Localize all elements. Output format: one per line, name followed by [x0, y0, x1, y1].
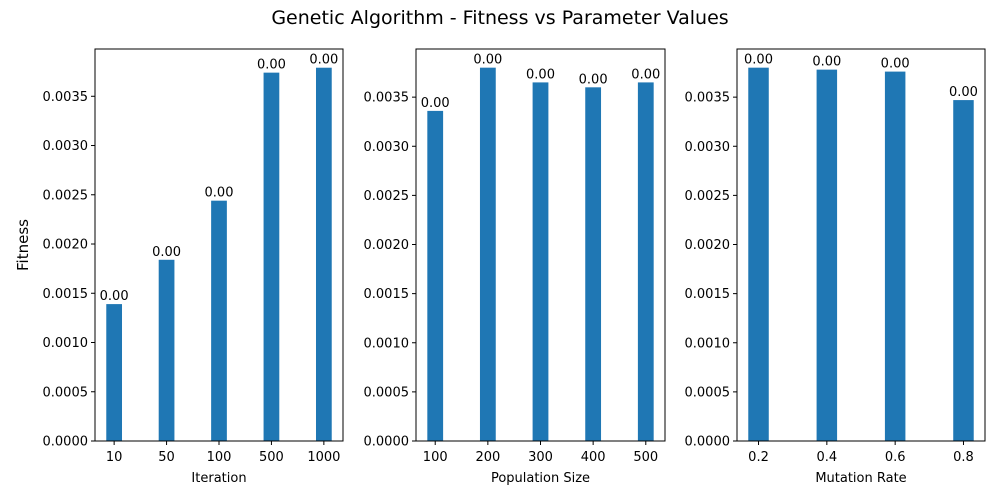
- bar-data-label: 0.00: [631, 67, 660, 82]
- x-tick-label: 100: [423, 450, 448, 465]
- bar-0.6: [884, 71, 906, 441]
- x-axis-label: Iteration: [191, 471, 246, 486]
- x-tick-label: 0.8: [953, 450, 974, 465]
- bar-data-label: 0.00: [579, 72, 608, 87]
- bar-data-label: 0.00: [812, 55, 841, 70]
- y-tick-label: 0.0010: [43, 336, 89, 351]
- x-tick-label: 0.2: [748, 450, 769, 465]
- y-tick-label: 0.0020: [685, 238, 731, 253]
- bar-0.4: [816, 69, 838, 441]
- bar-data-label: 0.00: [881, 57, 910, 72]
- y-tick-label: 0.0035: [685, 91, 731, 106]
- bar-100: [211, 200, 227, 441]
- bar-500: [263, 72, 280, 442]
- bar-data-label: 0.00: [473, 53, 502, 68]
- y-tick-label: 0.0035: [43, 90, 89, 105]
- bar-data-label: 0.00: [309, 53, 338, 68]
- bar-1000: [315, 67, 332, 442]
- bar-10: [106, 304, 123, 441]
- y-tick-label: 0.0000: [43, 435, 89, 450]
- x-axis-label: Population Size: [491, 471, 590, 486]
- y-tick-label: 0.0025: [685, 189, 731, 204]
- x-tick-label: 300: [528, 450, 553, 465]
- bar-data-label: 0.00: [421, 96, 450, 111]
- y-tick-label: 0.0000: [685, 435, 731, 450]
- y-tick-label: 0.0015: [43, 287, 89, 302]
- x-tick-label: 100: [207, 450, 232, 465]
- x-tick-label: 0.6: [885, 450, 906, 465]
- y-axis-label: Fitness: [14, 219, 32, 271]
- y-tick-label: 0.0025: [43, 188, 89, 203]
- bar-data-label: 0.00: [744, 53, 773, 68]
- y-tick-label: 0.0020: [43, 238, 89, 253]
- y-tick-label: 0.0030: [43, 139, 89, 154]
- bar-data-label: 0.00: [205, 186, 234, 201]
- x-tick-label: 50: [158, 450, 175, 465]
- bar-data-label: 0.00: [100, 289, 129, 304]
- x-tick-label: 0.4: [816, 450, 837, 465]
- y-tick-label: 0.0025: [364, 189, 410, 204]
- bar-data-label: 0.00: [526, 67, 555, 82]
- bar-data-label: 0.00: [152, 245, 181, 260]
- bar-50: [158, 259, 175, 441]
- bar-300: [532, 82, 549, 442]
- bar-data-label: 0.00: [257, 58, 286, 73]
- y-tick-label: 0.0010: [364, 336, 410, 351]
- y-tick-label: 0.0005: [364, 385, 410, 400]
- y-tick-label: 0.0005: [685, 385, 731, 400]
- bar-0.2: [748, 67, 769, 442]
- y-tick-label: 0.0035: [364, 91, 410, 106]
- axes-frame: [736, 48, 986, 442]
- figure-title: Genetic Algorithm - Fitness vs Parameter…: [271, 7, 729, 29]
- x-tick-label: 500: [633, 450, 658, 465]
- bar-data-label: 0.00: [949, 85, 978, 100]
- x-axis-label: Mutation Rate: [815, 471, 906, 486]
- x-tick-label: 200: [475, 450, 500, 465]
- y-tick-label: 0.0030: [685, 140, 731, 155]
- x-tick-label: 10: [106, 450, 123, 465]
- bar-100: [427, 110, 444, 441]
- bar-0.8: [953, 100, 974, 442]
- x-tick-label: 400: [581, 450, 606, 465]
- x-tick-label: 1000: [307, 450, 340, 465]
- y-tick-label: 0.0015: [364, 287, 410, 302]
- y-tick-label: 0.0015: [685, 287, 731, 302]
- y-tick-label: 0.0005: [43, 385, 89, 400]
- y-tick-label: 0.0010: [685, 336, 731, 351]
- y-tick-label: 0.0020: [364, 238, 410, 253]
- x-tick-label: 500: [259, 450, 284, 465]
- bar-200: [479, 67, 496, 442]
- bar-400: [585, 87, 602, 441]
- y-tick-label: 0.0000: [364, 435, 410, 450]
- y-tick-label: 0.0030: [364, 140, 410, 155]
- bar-500: [637, 82, 654, 442]
